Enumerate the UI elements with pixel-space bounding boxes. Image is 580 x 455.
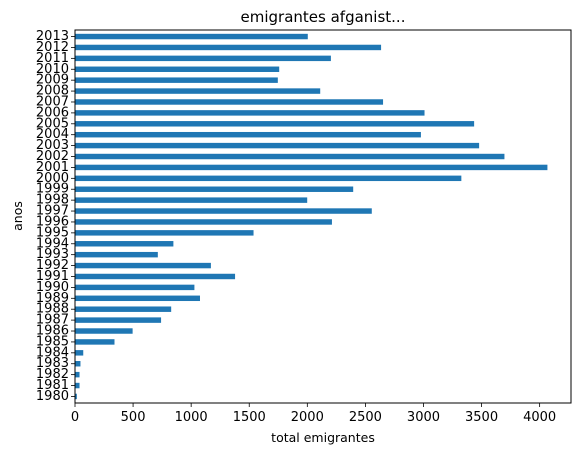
bar-2008: [75, 88, 321, 94]
bar-1996: [75, 219, 332, 225]
bar-1982: [75, 371, 80, 378]
y-tick-label: 1995: [36, 225, 69, 240]
y-tick-label: 1992: [36, 258, 69, 273]
y-tick-label: 2002: [36, 149, 69, 164]
y-tick-label: 1988: [36, 302, 69, 317]
bar-2009: [75, 77, 278, 83]
bar-1999: [75, 186, 354, 192]
x-tick-label: 1500: [233, 410, 266, 425]
x-tick-label: 1000: [175, 410, 208, 425]
x-tick-label: 2000: [291, 410, 324, 425]
bar-1981: [75, 382, 80, 389]
y-tick-label: 2001: [36, 160, 69, 175]
bar-1980: [75, 393, 77, 400]
bar-2007: [75, 99, 384, 105]
y-tick-label: 2013: [36, 29, 69, 44]
bar-2001: [75, 164, 548, 171]
y-tick-label: 1986: [36, 324, 69, 339]
y-tick-label: 2008: [36, 84, 69, 99]
bar-1984: [75, 350, 84, 356]
bar-1987: [75, 317, 162, 323]
y-tick-label: 2011: [36, 51, 69, 66]
bar-2013: [75, 33, 308, 40]
y-tick-label: 1981: [36, 378, 69, 393]
plot-frame: [74, 29, 572, 404]
bar-2005: [75, 121, 475, 127]
bar-1994: [75, 241, 174, 247]
y-tick-label: 2012: [36, 40, 69, 55]
x-tick-label: 2500: [349, 410, 382, 425]
y-tick-label: 1998: [36, 193, 69, 208]
y-tick-label: 1983: [36, 356, 69, 371]
y-tick-label: 2009: [36, 73, 69, 88]
plot-background: [75, 30, 571, 403]
y-tick-label: 1982: [36, 367, 69, 382]
bar-1989: [75, 295, 200, 302]
y-tick-label: 1994: [36, 236, 69, 251]
bar-2000: [75, 175, 462, 182]
bar-2011: [75, 55, 331, 62]
y-tick-label: 1989: [36, 291, 69, 306]
y-tick-label: 2004: [36, 127, 69, 142]
y-tick-label: 1985: [36, 334, 69, 349]
y-tick-label: 1999: [36, 182, 69, 197]
bars-group: [75, 33, 548, 400]
y-tick-label: 1996: [36, 214, 69, 229]
y-tick-label: 2006: [36, 105, 69, 120]
bar-1997: [75, 208, 372, 214]
bar-1983: [75, 361, 81, 367]
x-axis-title: total emigrantes: [271, 430, 375, 445]
x-tick-label: 3000: [407, 410, 440, 425]
y-tick-label: 1984: [36, 345, 69, 360]
y-tick-label: 1980: [36, 389, 69, 404]
bar-1988: [75, 306, 172, 312]
y-tick-label: 1987: [36, 313, 69, 328]
y-tick-label: 2010: [36, 62, 69, 77]
chart-title: emigrantes afganist...: [241, 8, 406, 26]
x-tick-label: 500: [121, 410, 146, 425]
x-tick-label: 4000: [523, 410, 556, 425]
y-tick-label: 1993: [36, 247, 69, 262]
y-tick-label: 1991: [36, 269, 69, 284]
bar-1991: [75, 273, 236, 280]
bar-1993: [75, 251, 158, 258]
bar-1990: [75, 284, 195, 291]
x-tick-label: 0: [71, 410, 79, 425]
y-tick-label: 1997: [36, 204, 69, 219]
y-axis-title: anos: [10, 201, 25, 231]
y-ticks-group: 1980198119821983198419851986198719881989…: [36, 29, 75, 404]
y-tick-label: 1990: [36, 280, 69, 295]
y-tick-label: 2007: [36, 94, 69, 109]
bar-2004: [75, 131, 421, 138]
x-tick-label: 3500: [465, 410, 498, 425]
bar-1992: [75, 262, 211, 269]
bar-1985: [75, 339, 115, 345]
bar-2003: [75, 142, 480, 149]
bar-2006: [75, 110, 425, 116]
bar-1986: [75, 328, 133, 334]
y-tick-label: 2000: [36, 171, 69, 186]
bar-1998: [75, 197, 308, 203]
bar-2010: [75, 66, 280, 72]
bar-2002: [75, 153, 505, 160]
bar-1995: [75, 230, 254, 236]
y-tick-label: 2003: [36, 138, 69, 153]
y-tick-label: 2005: [36, 116, 69, 131]
x-ticks-group: 0 500 1000 1500 2000 2500 3000 3500 4000: [71, 403, 556, 425]
bar-2012: [75, 44, 382, 51]
